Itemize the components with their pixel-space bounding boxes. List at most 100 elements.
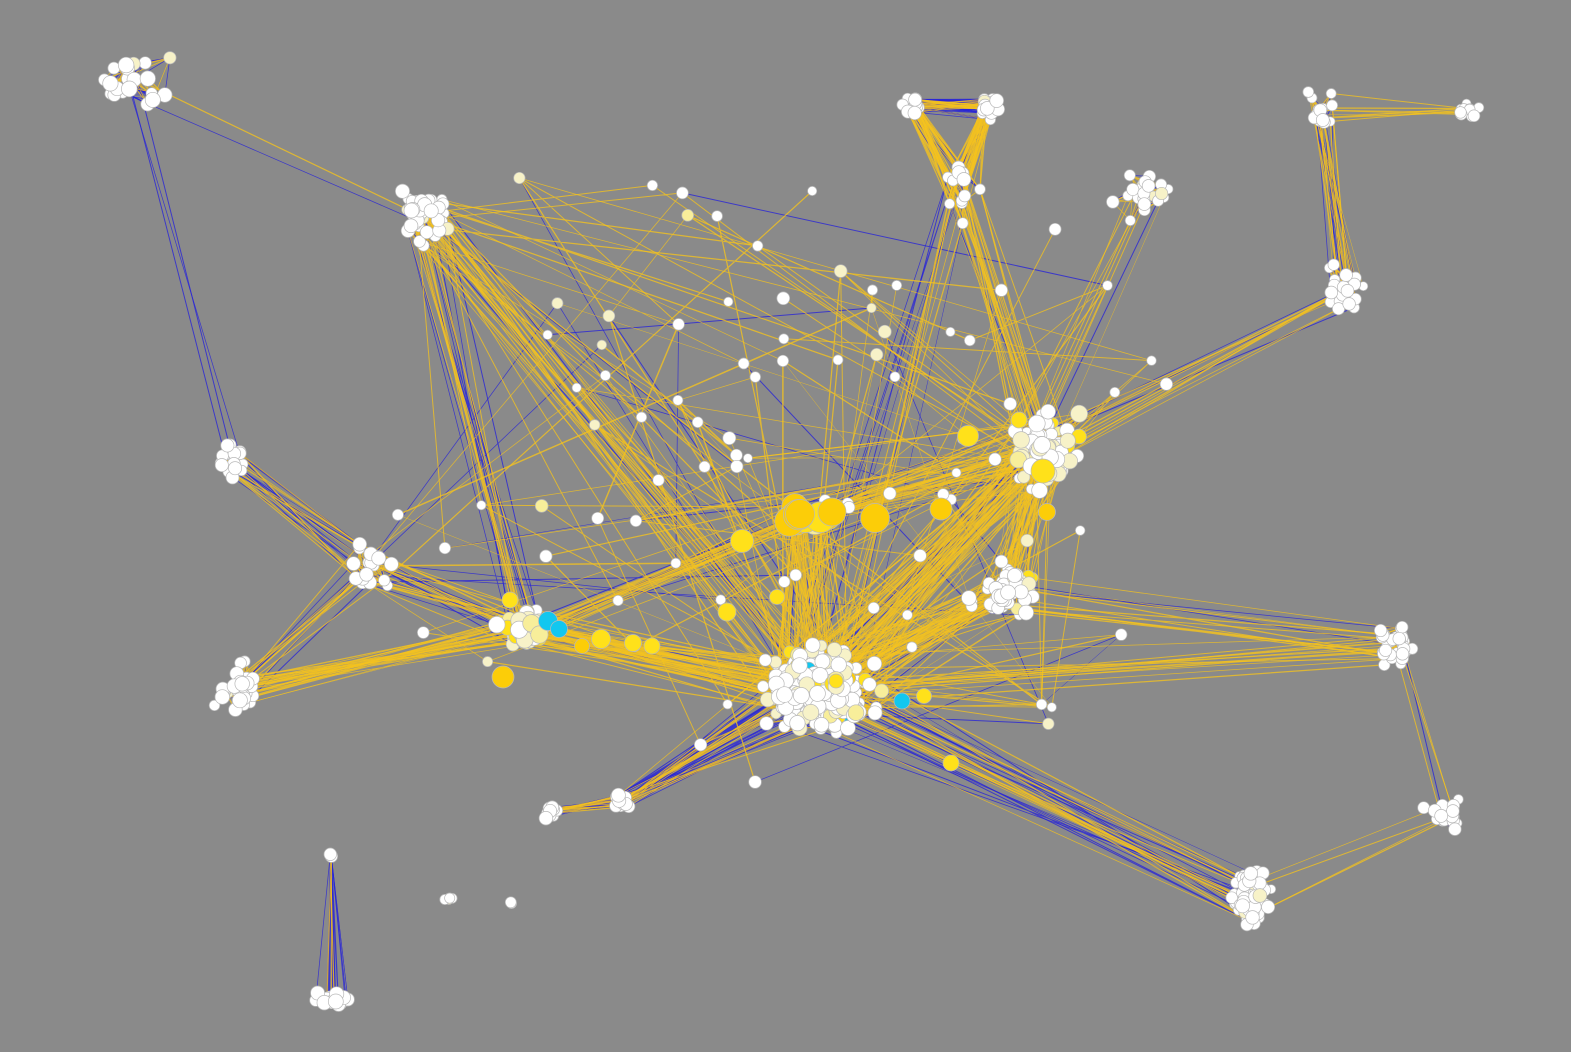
- graph-node[interactable]: [144, 91, 161, 108]
- graph-node[interactable]: [877, 324, 892, 339]
- graph-node[interactable]: [417, 626, 430, 639]
- hub-gold-11[interactable]: [501, 591, 519, 609]
- graph-node[interactable]: [1075, 525, 1086, 536]
- graph-node[interactable]: [994, 554, 1009, 569]
- graph-node[interactable]: [444, 892, 456, 904]
- graph-node[interactable]: [833, 264, 848, 278]
- graph-node[interactable]: [234, 676, 250, 692]
- graph-node[interactable]: [1126, 183, 1140, 196]
- graph-node[interactable]: [652, 474, 665, 487]
- graph-node[interactable]: [1000, 584, 1016, 601]
- graph-node[interactable]: [776, 354, 789, 367]
- graph-node[interactable]: [346, 556, 361, 571]
- graph-node[interactable]: [352, 536, 367, 552]
- graph-node[interactable]: [1007, 568, 1023, 583]
- graph-node[interactable]: [1302, 86, 1315, 98]
- graph-node[interactable]: [1395, 647, 1410, 661]
- hub-gold-17[interactable]: [769, 589, 785, 605]
- hub-gold-14[interactable]: [643, 637, 661, 655]
- graph-node[interactable]: [694, 738, 708, 752]
- graph-node[interactable]: [646, 179, 658, 191]
- graph-node[interactable]: [1374, 623, 1388, 638]
- graph-node[interactable]: [1017, 470, 1031, 484]
- graph-node[interactable]: [323, 847, 337, 861]
- graph-node[interactable]: [814, 653, 831, 670]
- graph-node[interactable]: [327, 993, 344, 1010]
- graph-node[interactable]: [1048, 222, 1062, 236]
- graph-node[interactable]: [902, 609, 913, 621]
- graph-node[interactable]: [681, 209, 694, 222]
- graph-node[interactable]: [504, 896, 517, 909]
- graph-node[interactable]: [789, 715, 806, 732]
- graph-node[interactable]: [482, 656, 494, 668]
- graph-node[interactable]: [737, 357, 750, 370]
- graph-node[interactable]: [214, 458, 229, 473]
- graph-node[interactable]: [945, 326, 956, 337]
- graph-node[interactable]: [1106, 195, 1120, 209]
- graph-node[interactable]: [403, 218, 419, 234]
- graph-node[interactable]: [1392, 631, 1406, 646]
- graph-node[interactable]: [889, 371, 901, 383]
- graph-node[interactable]: [591, 511, 605, 525]
- graph-node[interactable]: [988, 452, 1002, 466]
- graph-node[interactable]: [723, 296, 734, 307]
- graph-node[interactable]: [672, 318, 685, 331]
- graph-node[interactable]: [961, 590, 977, 606]
- graph-node[interactable]: [906, 641, 918, 653]
- hub-gold-6[interactable]: [1030, 458, 1056, 484]
- graph-node[interactable]: [807, 186, 818, 196]
- hub-gold-13[interactable]: [624, 634, 642, 652]
- graph-node[interactable]: [891, 280, 903, 291]
- graph-node[interactable]: [1059, 432, 1076, 449]
- graph-node[interactable]: [208, 699, 221, 712]
- graph-node[interactable]: [670, 557, 682, 569]
- graph-node[interactable]: [1040, 403, 1056, 420]
- node-layer[interactable]: [98, 51, 1485, 1012]
- graph-node[interactable]: [611, 787, 626, 803]
- graph-node[interactable]: [676, 186, 689, 200]
- graph-node[interactable]: [612, 594, 624, 607]
- graph-node[interactable]: [870, 348, 884, 362]
- cyan-node-3[interactable]: [893, 692, 911, 710]
- graph-node[interactable]: [599, 370, 611, 381]
- graph-node[interactable]: [1327, 258, 1340, 271]
- graph-node[interactable]: [832, 354, 844, 366]
- graph-node[interactable]: [378, 574, 391, 587]
- graph-node[interactable]: [826, 642, 842, 658]
- graph-node[interactable]: [1225, 891, 1239, 904]
- graph-node[interactable]: [1324, 285, 1339, 300]
- graph-node[interactable]: [602, 309, 616, 323]
- graph-node[interactable]: [488, 616, 506, 634]
- graph-node[interactable]: [1035, 698, 1048, 711]
- graph-node[interactable]: [980, 101, 995, 116]
- graph-node[interactable]: [1252, 888, 1268, 903]
- graph-node[interactable]: [874, 683, 889, 699]
- graph-node[interactable]: [809, 685, 826, 702]
- graph-node[interactable]: [232, 692, 248, 709]
- graph-node[interactable]: [391, 508, 404, 521]
- graph-node[interactable]: [813, 717, 830, 733]
- graph-node[interactable]: [1109, 386, 1121, 398]
- graph-node[interactable]: [840, 720, 856, 736]
- graph-node[interactable]: [530, 625, 549, 644]
- graph-node[interactable]: [758, 653, 772, 667]
- graph-node[interactable]: [956, 172, 972, 187]
- hub-gold-4[interactable]: [860, 503, 890, 533]
- graph-node[interactable]: [1020, 533, 1034, 548]
- graph-node[interactable]: [698, 460, 711, 473]
- graph-node[interactable]: [629, 514, 643, 527]
- graph-node[interactable]: [117, 56, 135, 74]
- graph-node[interactable]: [907, 105, 922, 121]
- graph-node[interactable]: [635, 411, 648, 423]
- graph-node[interactable]: [730, 459, 744, 474]
- graph-node[interactable]: [994, 283, 1008, 297]
- graph-node[interactable]: [1070, 404, 1088, 423]
- graph-node[interactable]: [1245, 910, 1260, 925]
- graph-node[interactable]: [1042, 717, 1055, 730]
- graph-node[interactable]: [1124, 215, 1136, 226]
- graph-node[interactable]: [792, 687, 810, 704]
- graph-node[interactable]: [438, 542, 451, 555]
- hub-gold-18[interactable]: [916, 688, 932, 704]
- hub-gold-19[interactable]: [942, 754, 960, 772]
